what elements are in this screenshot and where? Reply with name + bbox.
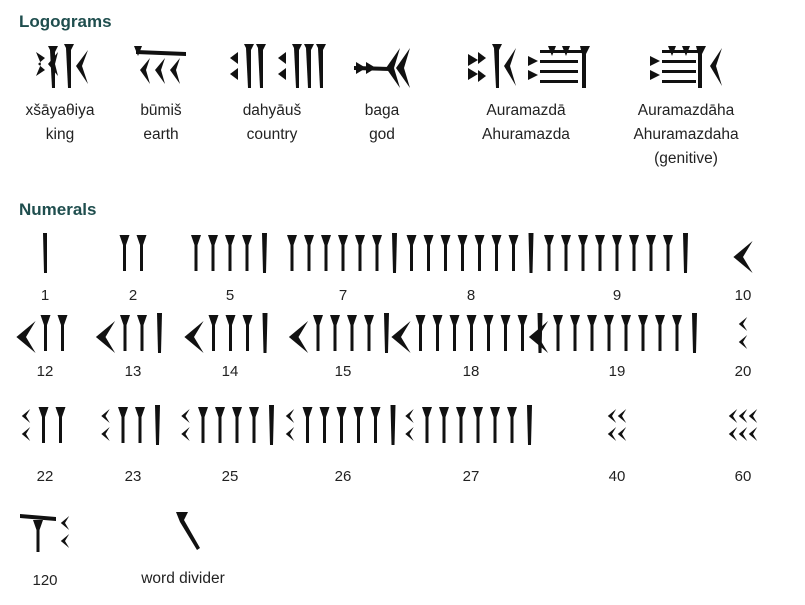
numeral-40-glyph bbox=[607, 409, 627, 441]
numeral-12-glyph bbox=[16, 315, 68, 353]
numeral-1-glyph bbox=[43, 233, 47, 273]
logogram-king-meaning: king bbox=[45, 126, 75, 143]
numeral-15-glyph bbox=[288, 313, 389, 353]
numeral-60-glyph bbox=[728, 409, 758, 441]
numeral-label-23: 23 bbox=[124, 468, 142, 485]
word-divider-label: word divider bbox=[141, 570, 225, 587]
numeral-label-22: 22 bbox=[36, 468, 54, 485]
numeral-label-40: 40 bbox=[608, 468, 626, 485]
numeral-27-glyph bbox=[405, 405, 532, 445]
logogram-king-translit: xšāyaθiya bbox=[25, 102, 95, 119]
logogram-country-translit: dahyāuš bbox=[242, 102, 302, 119]
numeral-19-glyph bbox=[528, 313, 697, 353]
numeral-label-25: 25 bbox=[221, 468, 239, 485]
numeral-23-glyph bbox=[101, 405, 160, 445]
logogram-country-meaning: country bbox=[246, 126, 298, 143]
numeral-label-7: 7 bbox=[338, 287, 348, 304]
numeral-label-18: 18 bbox=[462, 363, 480, 380]
numeral-7-glyph bbox=[287, 233, 397, 273]
numeral-label-14: 14 bbox=[221, 363, 239, 380]
numeral-label-10: 10 bbox=[734, 287, 752, 304]
numeral-10-glyph bbox=[733, 241, 753, 273]
logogram-god-translit: baga bbox=[364, 102, 400, 119]
numeral-120-glyph bbox=[20, 514, 70, 552]
numeral-label-15: 15 bbox=[334, 363, 352, 380]
logogram-earth-translit: būmiš bbox=[140, 102, 182, 119]
numeral-25-glyph bbox=[181, 405, 274, 445]
logogram-auramazda-translit: Auramazdā bbox=[486, 102, 566, 119]
numeral-13-glyph bbox=[95, 313, 162, 353]
numeral-14-glyph bbox=[184, 313, 268, 353]
numeral-label-9: 9 bbox=[612, 287, 622, 304]
numeral-label-8: 8 bbox=[466, 287, 476, 304]
numeral-label-120: 120 bbox=[32, 572, 58, 589]
logogram-auramazdaha-meaning: Ahuramazdaha bbox=[633, 126, 739, 143]
logogram-god-meaning: god bbox=[369, 126, 395, 143]
numeral-label-19: 19 bbox=[608, 363, 626, 380]
numeral-20-glyph bbox=[738, 317, 748, 349]
logogram-auramazdaha-note: (genitive) bbox=[654, 150, 718, 167]
numeral-label-26: 26 bbox=[334, 468, 352, 485]
numeral-label-5: 5 bbox=[225, 287, 235, 304]
logogram-earth-meaning: earth bbox=[143, 126, 179, 143]
numeral-26-glyph bbox=[285, 405, 396, 445]
numeral-label-1: 1 bbox=[40, 287, 50, 304]
numeral-5-glyph bbox=[191, 233, 267, 273]
logogram-auramazdaha-translit: Auramazdāha bbox=[637, 102, 735, 119]
numeral-9-glyph bbox=[544, 233, 688, 273]
numeral-label-12: 12 bbox=[36, 363, 54, 380]
numeral-label-60: 60 bbox=[734, 468, 752, 485]
numeral-label-20: 20 bbox=[734, 363, 752, 380]
numerals-heading: Numerals bbox=[19, 200, 97, 219]
logograms-heading: Logograms bbox=[19, 12, 112, 31]
numeral-label-27: 27 bbox=[462, 468, 480, 485]
numeral-label-13: 13 bbox=[124, 363, 142, 380]
numeral-18-glyph bbox=[391, 313, 543, 353]
numeral-label-2: 2 bbox=[128, 287, 138, 304]
logogram-auramazda-meaning: Ahuramazda bbox=[482, 126, 570, 143]
numeral-2-glyph bbox=[119, 235, 147, 271]
numeral-22-glyph bbox=[21, 407, 66, 443]
numeral-8-glyph bbox=[406, 233, 534, 273]
